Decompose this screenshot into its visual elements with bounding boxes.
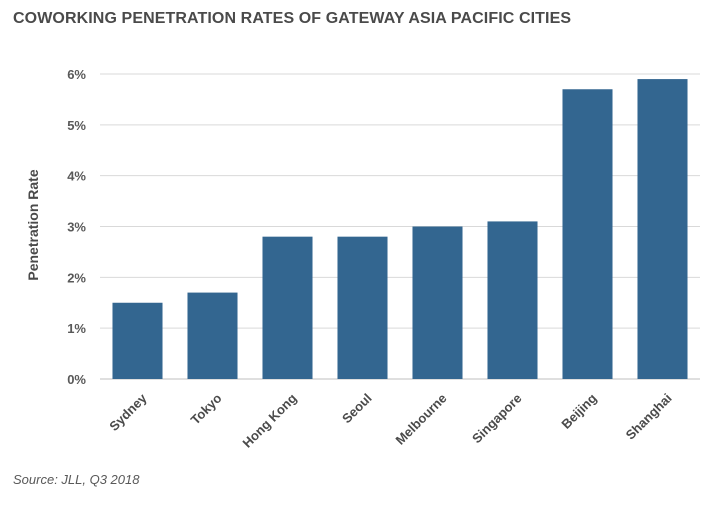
y-tick-label: 3% bbox=[67, 220, 86, 235]
y-tick-label: 1% bbox=[67, 321, 86, 336]
bar-hong-kong bbox=[262, 236, 313, 379]
y-tick-label: 2% bbox=[67, 270, 86, 285]
bar-singapore bbox=[487, 221, 538, 379]
y-axis-ticks: 0% 1% 2% 3% 4% 5% 6% bbox=[67, 67, 86, 387]
bar-melbourne bbox=[412, 226, 463, 379]
x-axis-labels: Sydney Tokyo Hong Kong Seoul Melbourne Singap… bbox=[106, 390, 674, 451]
bars bbox=[112, 79, 688, 379]
x-tick-label: Sydney bbox=[106, 390, 150, 434]
source-note: Source: JLL, Q3 2018 bbox=[13, 472, 140, 487]
chart-title: COWORKING PENETRATION RATES OF GATEWAY A… bbox=[13, 10, 572, 27]
x-tick-label: Beijing bbox=[558, 390, 599, 431]
x-tick-label: Tokyo bbox=[188, 390, 225, 427]
y-tick-label: 0% bbox=[67, 372, 86, 387]
y-axis-title: Penetration Rate bbox=[25, 169, 41, 280]
bar-sydney bbox=[112, 302, 163, 379]
bar-tokyo bbox=[187, 292, 238, 379]
x-tick-label: Singapore bbox=[469, 391, 525, 447]
x-tick-label: Hong Kong bbox=[239, 390, 299, 450]
x-tick-label: Seoul bbox=[339, 391, 375, 427]
y-tick-label: 5% bbox=[67, 118, 86, 133]
y-tick-label: 4% bbox=[67, 169, 86, 184]
bar-seoul bbox=[337, 236, 388, 379]
bar-beijing bbox=[562, 89, 613, 379]
y-tick-label: 6% bbox=[67, 67, 86, 82]
bar-shanghai bbox=[637, 79, 688, 379]
x-tick-label: Shanghai bbox=[623, 391, 675, 443]
x-tick-label: Melbourne bbox=[393, 391, 450, 448]
